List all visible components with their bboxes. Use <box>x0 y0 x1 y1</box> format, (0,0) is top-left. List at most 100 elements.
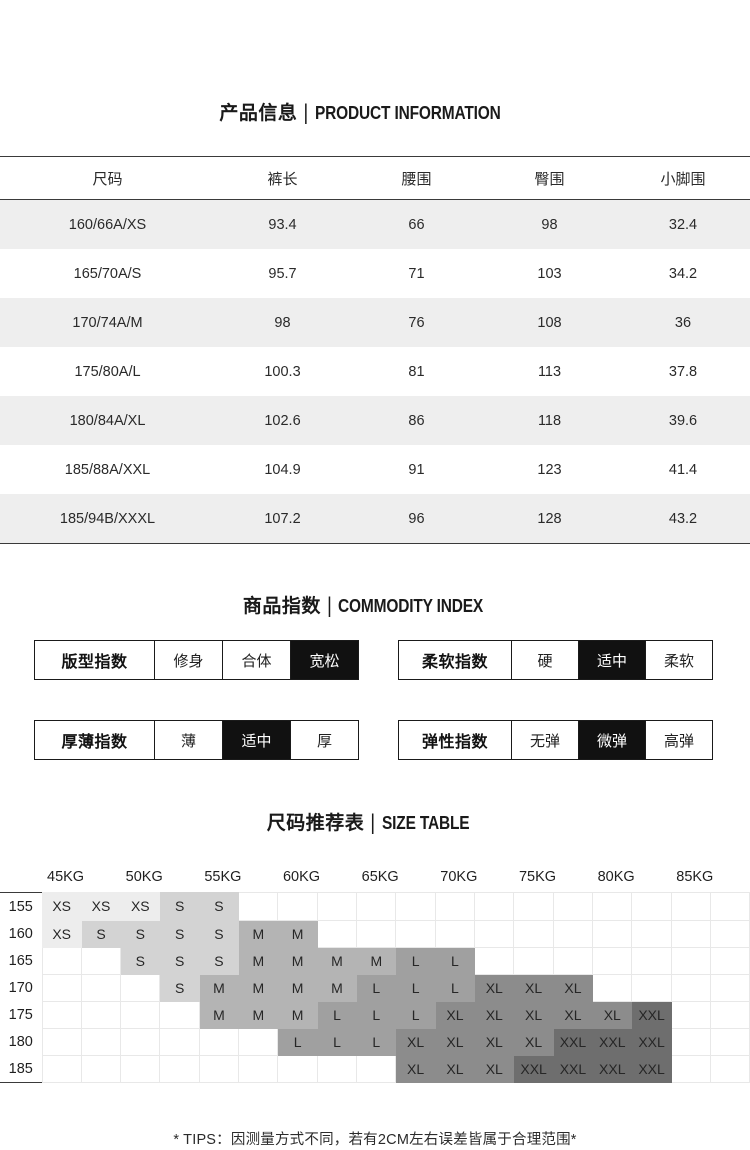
size-grid-cell-xl: XL <box>513 973 554 1002</box>
size-grid-cell-m: M <box>277 946 318 975</box>
index-option[interactable]: 硬 <box>512 641 579 679</box>
size-grid-cell-empty <box>670 1000 712 1029</box>
size-grid-cell-empty <box>120 973 161 1002</box>
spec-cell-size: 185/88A/XXL <box>64 461 151 478</box>
size-grid-cell-empty <box>670 919 712 948</box>
index-option[interactable]: 柔软 <box>646 641 712 679</box>
spec-cell-size: 175/80A/L <box>74 363 141 380</box>
size-grid-cell-empty <box>513 892 554 921</box>
index-row-second: 厚薄指数薄适中厚弹性指数 无弹 微弹 高弹 <box>0 720 750 760</box>
size-grid-weight-label: 65KG <box>356 861 436 893</box>
size-grid-cell-empty <box>395 919 436 948</box>
size-grid-cell-empty <box>552 919 594 948</box>
size-grid-cell-empty <box>120 1054 161 1083</box>
size-grid-cell-empty <box>513 919 554 948</box>
size-grid-cell-empty <box>356 892 397 921</box>
spec-table-header-row: 尺码 裤长 腰围 臀围 小脚围 <box>0 156 750 200</box>
spec-cell-waist: 91 <box>408 461 425 478</box>
size-grid-cell-l: L <box>277 1027 318 1056</box>
size-grid-cell-xs: XS <box>41 892 82 921</box>
size-grid-row: 185 XL XL XL XXL XXL XXL XXL <box>0 1054 750 1083</box>
size-grid-cell-empty <box>277 1054 318 1083</box>
size-grid-cell-s: S <box>198 919 240 948</box>
size-grid-cell-m: M <box>316 973 358 1002</box>
size-grid-cell-m: M <box>316 946 358 975</box>
size-grid-cell-empty <box>592 973 633 1002</box>
commodity-index-heading-en: COMMODITY INDEX <box>338 596 484 616</box>
size-grid-cell-empty <box>474 919 515 948</box>
size-grid-cell-xl: XL <box>474 1054 515 1083</box>
size-grid-cell-xxl: XXL <box>592 1054 633 1083</box>
size-grid-cell-m: M <box>277 1000 318 1029</box>
size-grid-cell-s: S <box>120 919 161 948</box>
size-grid-cell-empty <box>710 892 750 921</box>
size-grid-height-label: 165 <box>0 947 42 974</box>
spec-cell-hip: 128 <box>483 494 616 544</box>
spec-cell-pant-length: 95.7 <box>268 265 297 282</box>
size-grid-height-label: 185 <box>0 1055 42 1083</box>
index-option[interactable]: 无弹 <box>512 721 579 759</box>
size-grid-cell-empty <box>198 1027 240 1056</box>
size-grid-cell-empty <box>710 919 750 948</box>
size-grid-cell-empty <box>159 1054 200 1083</box>
size-grid-weight-label: 75KG <box>513 861 593 893</box>
index-option[interactable]: 薄 <box>155 721 223 759</box>
spec-cell-size: 180/84A/XL <box>0 396 215 445</box>
size-grid-cell-empty <box>41 946 82 975</box>
spec-cell-waist: 81 <box>408 363 425 380</box>
index-label: 版型指数 <box>35 641 155 679</box>
size-grid-cell-s: S <box>159 973 200 1002</box>
index-option-selected[interactable]: 微弹 <box>579 721 646 759</box>
table-row: 180/84A/XL 102.6 86 118 39.6 <box>0 396 750 445</box>
size-grid-height-label: 170 <box>0 974 42 1001</box>
size-grid-cell-xl: XL <box>434 1027 476 1056</box>
index-option[interactable]: 厚 <box>291 721 358 759</box>
size-grid-cell-empty <box>710 973 750 1002</box>
size-grid-cell-xl: XL <box>552 973 594 1002</box>
spec-cell-waist: 71 <box>408 265 425 282</box>
size-grid-cell-l: L <box>434 973 476 1002</box>
spec-cell-waist: 66 <box>350 199 483 249</box>
size-grid-cell-s: S <box>120 946 161 975</box>
table-row: 170/74A/M 98 76 108 36 <box>0 298 750 347</box>
size-grid-row: 180 L L L XL XL XL XL XXL XXL XXL <box>0 1027 750 1056</box>
size-grid-cell-l: L <box>395 946 436 975</box>
index-option-selected[interactable]: 宽松 <box>291 641 358 679</box>
size-grid-cell-l: L <box>356 1000 397 1029</box>
size-grid-cell-empty <box>41 1054 82 1083</box>
size-grid-weight-label: 55KG <box>199 861 278 893</box>
index-option-selected[interactable]: 适中 <box>579 641 646 679</box>
size-grid-cell-empty <box>434 892 476 921</box>
size-grid-cell-empty <box>670 892 712 921</box>
tips-note: * TIPS：因测量方式不同，若有2CM左右误差皆属于合理范围* <box>173 1132 577 1148</box>
size-grid-cell-l: L <box>434 946 476 975</box>
size-grid-header-row: 45KG 50KG 55KG 60KG 65KG 70KG 75KG 80KG 85KG <box>0 861 750 893</box>
spec-col-leg-opening: 小脚围 <box>616 156 750 200</box>
spec-cell-leg-opening: 37.8 <box>668 363 698 380</box>
size-grid-cell-empty <box>631 892 672 921</box>
size-grid-cell-xxl: XXL <box>631 1027 672 1056</box>
size-grid-cell-empty <box>552 946 594 975</box>
size-grid-cell-empty <box>159 1027 200 1056</box>
spec-cell-waist: 76 <box>350 298 483 347</box>
size-grid-cell-xl: XL <box>552 1000 594 1029</box>
size-grid-cell-empty <box>592 892 633 921</box>
size-grid-cell-l: L <box>316 1000 358 1029</box>
spec-cell-leg-opening: 41.4 <box>668 461 698 478</box>
size-grid-cell-empty <box>80 1000 122 1029</box>
product-spec-table: 尺码 裤长 腰围 臀围 小脚围 160/66A/XS 93.4 66 98 32.4 16… <box>0 156 750 544</box>
table-row: 175/80A/L 100.3 81 113 37.8 <box>0 347 750 396</box>
index-option-selected[interactable]: 适中 <box>223 721 291 759</box>
size-grid-cell-empty <box>592 946 633 975</box>
size-grid-cell-empty <box>631 973 672 1002</box>
index-option[interactable]: 合体 <box>223 641 291 679</box>
spec-col-pant-length: 裤长 <box>215 156 350 200</box>
index-label: 弹性指数 <box>399 721 512 759</box>
size-grid-cell-xl: XL <box>395 1054 436 1083</box>
index-option[interactable]: 修身 <box>155 641 223 679</box>
spec-cell-pant-length: 107.2 <box>215 494 350 544</box>
size-grid-cell-empty <box>198 1054 240 1083</box>
index-option[interactable]: 高弹 <box>646 721 712 759</box>
size-grid-cell-xl: XL <box>395 1027 436 1056</box>
size-grid-cell-m: M <box>198 973 240 1002</box>
